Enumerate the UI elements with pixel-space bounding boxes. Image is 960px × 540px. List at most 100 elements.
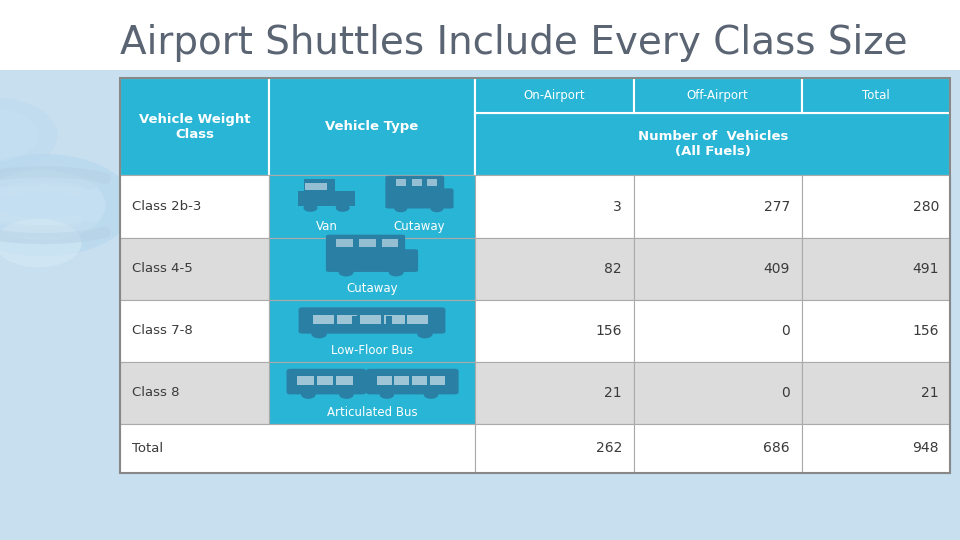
Bar [475, 362, 634, 424]
Text: 948: 948 [912, 441, 939, 455]
FancyBboxPatch shape [366, 369, 459, 394]
Bar [269, 362, 475, 424]
Bar [269, 176, 475, 238]
Text: 280: 280 [913, 200, 939, 213]
Circle shape [339, 390, 353, 399]
Text: Van: Van [316, 220, 338, 233]
Text: 409: 409 [764, 262, 790, 275]
Text: 156: 156 [595, 324, 622, 338]
Circle shape [301, 390, 316, 399]
Bar [298, 191, 355, 206]
Bar [269, 300, 475, 362]
Bar [802, 424, 950, 472]
Bar [802, 300, 950, 362]
Bar [120, 238, 269, 300]
Bar [634, 362, 802, 424]
Circle shape [430, 205, 444, 212]
Circle shape [339, 268, 353, 276]
Bar [475, 176, 634, 238]
Bar [475, 238, 634, 300]
Bar [802, 176, 950, 238]
Bar [269, 238, 475, 300]
Bar [337, 315, 357, 324]
Bar [634, 300, 802, 362]
Bar [634, 424, 802, 472]
Bar [396, 179, 406, 186]
Bar [305, 183, 327, 190]
Bar [384, 315, 404, 324]
Bar [475, 78, 634, 113]
Circle shape [0, 97, 58, 173]
FancyBboxPatch shape [385, 176, 444, 192]
Circle shape [0, 108, 38, 162]
Text: Cutaway: Cutaway [394, 220, 445, 233]
Bar [386, 316, 392, 330]
Bar [802, 78, 950, 113]
Text: Class 2b-3: Class 2b-3 [132, 200, 201, 213]
Text: Class 8: Class 8 [132, 386, 179, 400]
Circle shape [303, 204, 318, 212]
Bar [120, 424, 475, 472]
FancyBboxPatch shape [385, 188, 453, 208]
Text: Articulated Bus: Articulated Bus [326, 406, 418, 419]
Bar [360, 315, 381, 324]
Bar [634, 176, 802, 238]
Bar [0, 70, 960, 540]
FancyBboxPatch shape [299, 307, 445, 334]
Bar [120, 300, 269, 362]
Bar [475, 78, 950, 176]
Text: Vehicle Type: Vehicle Type [325, 120, 419, 133]
Circle shape [0, 170, 106, 240]
Text: Class 7-8: Class 7-8 [132, 324, 192, 338]
Text: Total: Total [862, 89, 890, 103]
Text: 686: 686 [763, 441, 790, 455]
Text: Class 4-5: Class 4-5 [132, 262, 192, 275]
Bar [120, 362, 269, 424]
Circle shape [423, 390, 438, 399]
Bar [120, 78, 269, 176]
Circle shape [0, 154, 134, 256]
Text: 82: 82 [605, 262, 622, 275]
Circle shape [389, 268, 404, 276]
FancyBboxPatch shape [326, 249, 419, 272]
FancyBboxPatch shape [286, 369, 366, 394]
Text: Total: Total [132, 442, 162, 455]
Bar [407, 315, 428, 324]
Bar [430, 376, 445, 385]
Bar [359, 239, 376, 247]
Bar [802, 362, 950, 424]
Text: Vehicle Weight
Class: Vehicle Weight Class [138, 113, 251, 141]
Circle shape [0, 219, 82, 267]
Bar [120, 78, 950, 472]
Circle shape [379, 390, 395, 399]
Text: 156: 156 [912, 324, 939, 338]
Text: Cutaway: Cutaway [347, 282, 397, 295]
Circle shape [336, 204, 349, 212]
Circle shape [395, 205, 407, 212]
Bar [120, 176, 269, 238]
Bar [475, 300, 634, 362]
Text: 491: 491 [912, 262, 939, 275]
Bar [382, 239, 398, 247]
Text: 21: 21 [605, 386, 622, 400]
Text: On-Airport: On-Airport [523, 89, 586, 103]
Circle shape [417, 329, 433, 339]
Bar [298, 376, 314, 385]
Bar [413, 376, 427, 385]
Text: 0: 0 [781, 324, 790, 338]
Bar [336, 376, 352, 385]
Bar [427, 179, 438, 186]
Text: 277: 277 [764, 200, 790, 213]
Bar [317, 376, 333, 385]
Bar [269, 78, 475, 176]
Bar [412, 179, 421, 186]
Bar [634, 78, 802, 113]
Text: Airport Shuttles Include Every Class Size: Airport Shuttles Include Every Class Siz… [120, 24, 907, 62]
Bar [352, 316, 358, 330]
Circle shape [311, 329, 327, 339]
Bar [475, 113, 950, 176]
Text: Low-Floor Bus: Low-Floor Bus [331, 344, 413, 357]
Text: 262: 262 [596, 441, 622, 455]
Bar [395, 376, 409, 385]
Text: Number of  Vehicles
(All Fuels): Number of Vehicles (All Fuels) [637, 131, 788, 158]
